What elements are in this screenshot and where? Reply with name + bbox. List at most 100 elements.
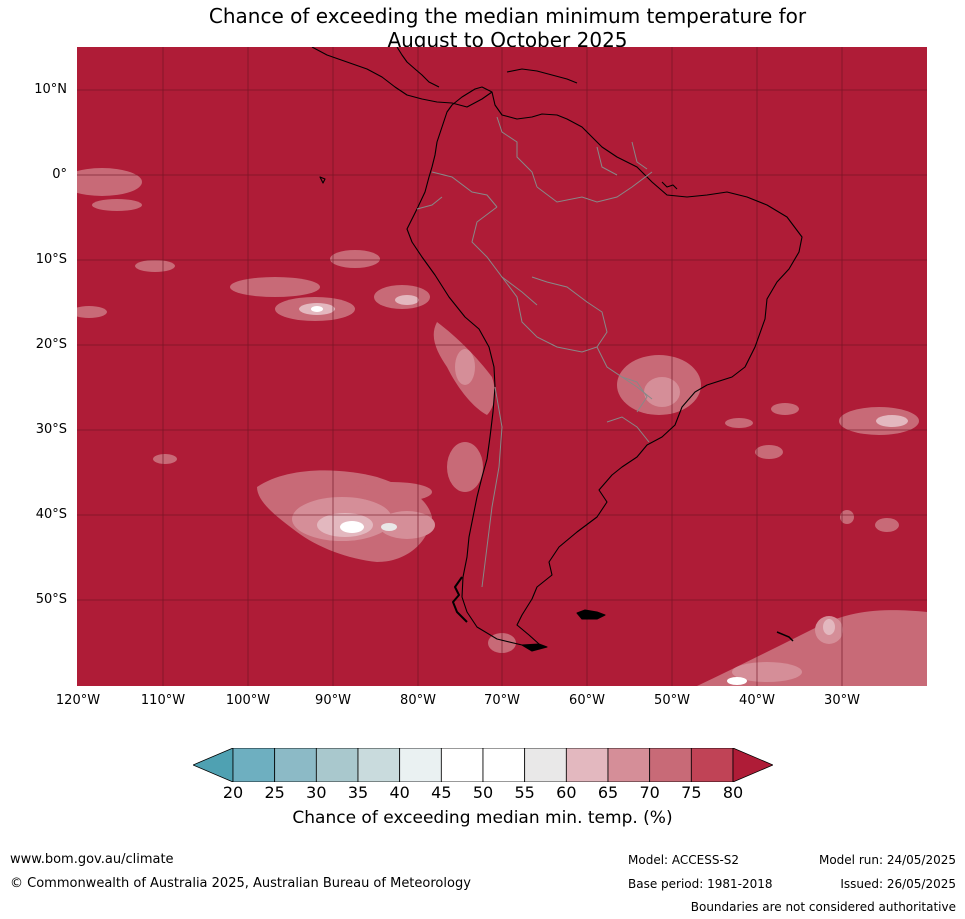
lat-label-30s: 30°S: [35, 422, 67, 437]
title-line-1: Chance of exceeding the median minimum t…: [208, 4, 807, 28]
border-colombia-peru: [431, 171, 498, 208]
colorbar-tick-25: 25: [264, 783, 285, 802]
lon-label-50w: 50°W: [654, 693, 690, 708]
patch-south-atlantic-band: [697, 610, 927, 686]
lat-label-0: 0°: [52, 167, 67, 182]
colorbar-cell-50-55: [482, 748, 526, 782]
colorbar-tick-45: 45: [431, 783, 452, 802]
border-venezuela-brazil: [536, 171, 653, 203]
patch-west-edge: [77, 306, 107, 318]
patch-south-atlantic-band-core: [823, 619, 835, 635]
map-svg: [77, 47, 927, 686]
patch-south-pacific-east: [379, 511, 435, 539]
patch-east-pacific-1: [230, 277, 320, 297]
lon-label-70w: 70°W: [484, 693, 520, 708]
central-america-coastline-north: [396, 47, 440, 88]
colorbar-tick-60: 60: [556, 783, 577, 802]
footer-model: Model: ACCESS-S2: [628, 853, 740, 867]
patch-south-pacific-north: [352, 482, 432, 502]
colorbar-cell-60-65: [565, 748, 609, 782]
footer-disclaimer: Boundaries are not considered authoritat…: [690, 900, 956, 914]
graticule: [77, 47, 927, 686]
south-america-coastline: [406, 86, 803, 646]
patch-south-atlantic-band-white: [727, 677, 747, 685]
patch-chile-coast-inner: [455, 349, 475, 385]
colorbar-cell-45-50: [440, 748, 484, 782]
patch-central-chile: [447, 442, 483, 492]
patch-peru-coast-inner: [395, 295, 419, 305]
border-uruguay: [606, 416, 650, 443]
colorbar-extend-high: [732, 748, 773, 782]
colorbar-tick-55: 55: [514, 783, 535, 802]
central-america-coastline: [311, 47, 493, 108]
border-chile-argentina: [481, 386, 503, 588]
lat-label-40s: 40°S: [35, 507, 67, 522]
border-paraguay: [596, 346, 648, 413]
patch-galapagos-south: [330, 250, 380, 268]
patch-east-pacific-2-core: [311, 306, 323, 312]
footer-website: www.bom.gov.au/climate: [10, 852, 174, 867]
patch-atlantic-27s: [725, 418, 753, 428]
map-area: [77, 47, 927, 686]
footer-issued: Issued: 26/05/2025: [840, 877, 956, 891]
galapagos: [319, 176, 326, 184]
colorbar-tick-65: 65: [597, 783, 619, 802]
country-borders: [416, 116, 653, 588]
colorbar-extend-low: [193, 748, 234, 782]
colorbar-tick-40: 40: [389, 783, 410, 802]
colorbar-cell-40-45: [399, 748, 442, 782]
caribbean-coast: [506, 68, 578, 84]
lat-label-10s: 10°S: [35, 252, 67, 267]
border-colombia-venezuela: [496, 116, 538, 188]
chile-fjords: [452, 576, 468, 623]
lon-label-110w: 110°W: [140, 693, 186, 708]
patch-atlantic-30s-east-inner: [876, 415, 908, 427]
patch-equator-west-2: [92, 199, 142, 211]
colorbar-cell-70-75: [649, 748, 692, 782]
patch-atlantic-33s: [755, 445, 783, 459]
border-guianas: [596, 141, 648, 176]
colorbar-tick-20: 20: [222, 783, 244, 802]
tierra-del-fuego: [521, 643, 548, 652]
footer-model-run: Model run: 24/05/2025: [818, 853, 956, 867]
map-title: Chance of exceeding the median minimum t…: [0, 4, 965, 52]
footer-base-period: Base period: 1981-2018: [628, 877, 773, 891]
lon-label-80w: 80°W: [400, 693, 436, 708]
patch-atlantic-42s: [875, 518, 899, 532]
patch-brazil-southeast-inner: [644, 377, 680, 407]
colorbar-cell-30-35: [315, 748, 359, 782]
lat-label-50s: 50°S: [35, 592, 67, 607]
border-ecuador: [416, 196, 443, 210]
border-peru-brazil: [471, 206, 538, 306]
lat-label-20s: 20°S: [35, 337, 67, 352]
colorbar: [193, 748, 773, 782]
patch-atlantic-25s: [771, 403, 799, 415]
colorbar-tick-50: 50: [472, 783, 494, 802]
colorbar-tick-75: 75: [681, 783, 702, 802]
patch-10s-west: [135, 260, 175, 272]
colorbar-cell-20-25: [232, 748, 276, 782]
patch-south-pacific-east-core: [381, 523, 397, 531]
coastlines: [311, 47, 803, 652]
lat-label-10n: 10°N: [34, 82, 67, 97]
falklands: [576, 609, 606, 620]
colorbar-cell-65-70: [607, 748, 651, 782]
colorbar-tick-80: 80: [722, 783, 744, 802]
south-georgia: [776, 631, 794, 642]
colorbar-tick-35: 35: [347, 783, 369, 802]
patch-atlantic-40s: [840, 510, 854, 524]
patch-south-atlantic-band-mid: [732, 662, 802, 682]
colorbar-tick-70: 70: [639, 783, 660, 802]
lon-label-30w: 30°W: [824, 693, 860, 708]
colorbar-tick-30: 30: [306, 783, 327, 802]
colorbar-cell-55-60: [524, 748, 567, 782]
footer-copyright: © Commonwealth of Australia 2025, Austra…: [10, 876, 471, 891]
patch-south-pacific-large-core: [340, 521, 364, 533]
lon-label-120w: 120°W: [55, 693, 101, 708]
lon-label-40w: 40°W: [739, 693, 775, 708]
amazon-mouth: [661, 181, 678, 190]
lon-label-90w: 90°W: [315, 693, 351, 708]
patch-equator-west: [77, 168, 142, 196]
lon-label-100w: 100°W: [225, 693, 271, 708]
colorbar-label: Chance of exceeding median min. temp. (%…: [292, 808, 673, 828]
